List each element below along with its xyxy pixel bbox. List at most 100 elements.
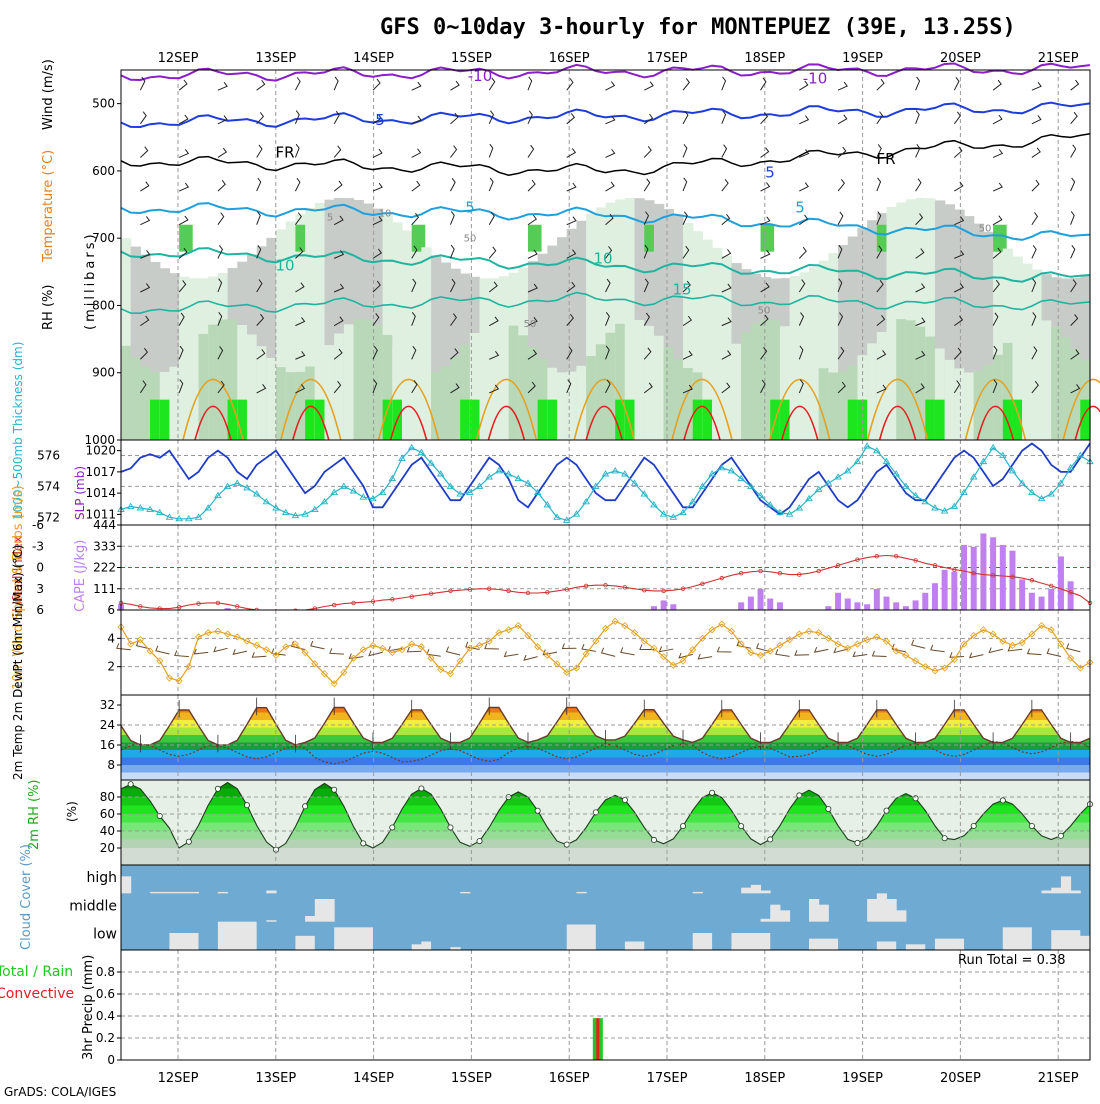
- slp-axis-label: SLP (mb): [73, 466, 87, 520]
- bottom-date-label: 15SEP: [451, 1071, 492, 1086]
- wind-barb: [953, 76, 960, 91]
- wind-barb: [488, 281, 498, 293]
- wind-speed-marker: [1008, 641, 1017, 649]
- contour-label: 50: [979, 223, 992, 234]
- rh-shade-cell: [663, 347, 674, 440]
- y-tick-label: 40: [100, 824, 115, 838]
- surface-wind-barb: [968, 652, 984, 659]
- low-cloud-block: [808, 938, 839, 950]
- wind-barb: [333, 283, 345, 293]
- wind-barb: [450, 278, 456, 293]
- thickness-marker: [1066, 463, 1075, 471]
- rh-marker: [563, 841, 570, 848]
- wind-barb: [527, 144, 535, 158]
- wind-barb: [1031, 81, 1042, 91]
- wind-barb: [527, 317, 538, 327]
- low-cloud-block: [217, 921, 257, 950]
- rh-shade-cell: [179, 357, 190, 440]
- wind-barb: [1031, 115, 1042, 125]
- lifted-index-marker: [603, 583, 608, 588]
- rh-marker: [854, 839, 861, 846]
- thickness-marker: [1037, 494, 1046, 502]
- rh-shade-cell: [276, 229, 287, 440]
- wind-barb: [295, 282, 305, 293]
- thickness-marker: [301, 510, 309, 517]
- rh-shade-cell: [770, 320, 781, 440]
- rh-shade-cell: [867, 343, 878, 440]
- cape-bar: [883, 596, 890, 610]
- lifted-index-marker: [351, 600, 356, 606]
- slp-tick-label: 1014: [85, 486, 116, 500]
- wind-barb: [915, 317, 926, 327]
- wind-speed-marker: [514, 622, 522, 630]
- rh-green-cell: [760, 224, 775, 252]
- wind-speed-marker: [1047, 626, 1055, 634]
- thickness-marker: [562, 516, 571, 523]
- wind-speed-marker: [863, 636, 871, 644]
- temp-band: [121, 757, 1090, 765]
- wind-barb: [605, 246, 613, 259]
- rh-shade-cell: [557, 237, 568, 440]
- slp-tick-label: 1011: [85, 507, 116, 521]
- wind-barb: [954, 181, 964, 192]
- wind-barb: [721, 214, 731, 226]
- rh-bright-cell: [615, 399, 626, 440]
- wind-speed-marker: [689, 646, 697, 654]
- wind-barb: [876, 350, 887, 360]
- wind-barb: [1031, 278, 1037, 293]
- cloud-bar: [266, 920, 277, 922]
- rh-shade-cell: [557, 372, 568, 440]
- rh-shade-cell: [334, 197, 345, 440]
- rh-shade-cell: [818, 368, 829, 440]
- wind-barb: [527, 249, 538, 259]
- wind-barb: [643, 211, 650, 225]
- rh-shade-cell: [915, 326, 926, 440]
- cloud-row-label: low: [93, 927, 117, 943]
- rh-shade-cell: [905, 320, 917, 440]
- lifted-index-marker: [894, 553, 899, 559]
- lifted-index-marker: [874, 553, 880, 559]
- wind-barb: [140, 216, 151, 226]
- wind-speed-marker: [398, 646, 406, 654]
- rh-green-cell: [993, 224, 1007, 252]
- rh-marker: [185, 838, 192, 845]
- thickness-marker: [1028, 488, 1036, 495]
- wind-speed-marker: [698, 634, 706, 642]
- rh-marker: [621, 797, 628, 804]
- surface-wind-barb: [523, 654, 538, 661]
- lifted-index-marker: [1068, 590, 1073, 595]
- cloud-bar: [217, 891, 229, 894]
- wind-barb: [217, 81, 228, 91]
- y-tick-label: 20: [100, 841, 115, 855]
- lifted-index-marker: [797, 572, 802, 577]
- rh-shade-cell: [237, 325, 248, 440]
- y-tick-label: 600: [92, 164, 115, 178]
- wind-barb: [837, 244, 843, 259]
- y-tick-label: 32: [100, 698, 115, 712]
- rh-shade-cell: [673, 215, 684, 440]
- rh-shade-cell: [615, 323, 626, 440]
- thickness-marker: [1018, 479, 1026, 486]
- wind-barb: [333, 380, 342, 394]
- rh-marker: [1057, 832, 1064, 839]
- temperature-dome-orange: [671, 378, 733, 441]
- temperature-dome-orange: [964, 378, 1027, 441]
- cloud-bar: [760, 918, 771, 922]
- wind-barb: [566, 379, 572, 394]
- wind-barb: [643, 347, 652, 360]
- cloud-bar: [324, 899, 335, 922]
- wind-barb: [643, 312, 650, 326]
- rh-shade-cell: [198, 333, 209, 440]
- rh-legend-label: RH (%): [41, 285, 56, 330]
- wind-barb: [411, 81, 422, 91]
- lifted-index-marker: [952, 567, 957, 572]
- y-tick-label: 0.4: [96, 1009, 115, 1023]
- wind-barb: [760, 379, 766, 394]
- cloud-bar: [1080, 935, 1091, 950]
- rh-shade-cell: [402, 230, 413, 440]
- rh-shade-cell: [372, 325, 384, 440]
- wind-barb: [1070, 384, 1081, 394]
- wind-barb: [643, 382, 653, 394]
- wind-speed-marker: [621, 622, 629, 630]
- total-rain-label: Total / Rain: [0, 964, 73, 980]
